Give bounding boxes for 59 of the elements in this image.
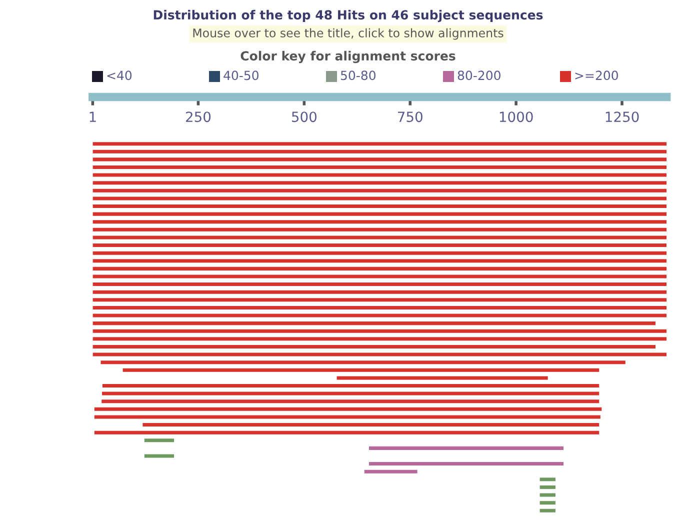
bar (540, 508, 556, 512)
bar (94, 415, 600, 419)
chart-subtitle: Mouse over to see the title, click to show alignments (193, 28, 504, 40)
bar (92, 266, 666, 270)
bar (102, 400, 600, 404)
x-tick-label: 1000 (500, 112, 533, 122)
bar (92, 236, 666, 240)
bar (94, 407, 602, 411)
bar (369, 446, 564, 450)
text: <40 (107, 70, 132, 80)
bar (92, 344, 656, 348)
bar (92, 244, 666, 248)
bar (92, 314, 666, 318)
bar (142, 423, 600, 427)
bar (92, 306, 666, 310)
bar (144, 438, 174, 442)
bar (92, 196, 666, 200)
bar (540, 501, 556, 505)
bar (92, 165, 666, 169)
text: 50-80 (340, 70, 376, 80)
bar (92, 181, 666, 185)
bar (92, 150, 666, 154)
bar (540, 493, 556, 497)
bar (92, 274, 666, 278)
bar (336, 376, 548, 380)
x-tick-label: 250 (186, 112, 211, 122)
bar (94, 430, 600, 434)
bar (92, 142, 666, 146)
bar (92, 228, 666, 232)
bar (92, 251, 666, 255)
bar (540, 485, 556, 489)
x-tick-label: 750 (398, 112, 422, 122)
x-tick-label: 500 (292, 112, 316, 122)
bar (92, 298, 666, 302)
bar (369, 462, 564, 466)
bar (92, 204, 666, 208)
text: 40-50 (224, 70, 258, 80)
bar (92, 322, 656, 326)
bar (92, 173, 666, 177)
bar (144, 454, 174, 458)
bar (92, 158, 666, 162)
bar (92, 188, 666, 192)
bar (540, 478, 556, 482)
bar (92, 290, 666, 294)
text: Color key for alignment scores (240, 50, 456, 64)
x-tick-label: 1250 (606, 112, 639, 122)
text: 80-200 (458, 70, 500, 80)
bar (364, 470, 418, 474)
bar (102, 392, 600, 396)
bar (92, 220, 666, 224)
bar (122, 368, 600, 372)
bar (100, 360, 626, 364)
bar (92, 212, 666, 216)
chart-title: Distribution of the top 48 Hits on 46 subject sequences (154, 10, 543, 22)
x-tick-label: 1 (90, 112, 96, 122)
bar (102, 384, 600, 388)
bar (92, 259, 666, 263)
bar (92, 282, 666, 286)
text: >=200 (575, 70, 618, 80)
